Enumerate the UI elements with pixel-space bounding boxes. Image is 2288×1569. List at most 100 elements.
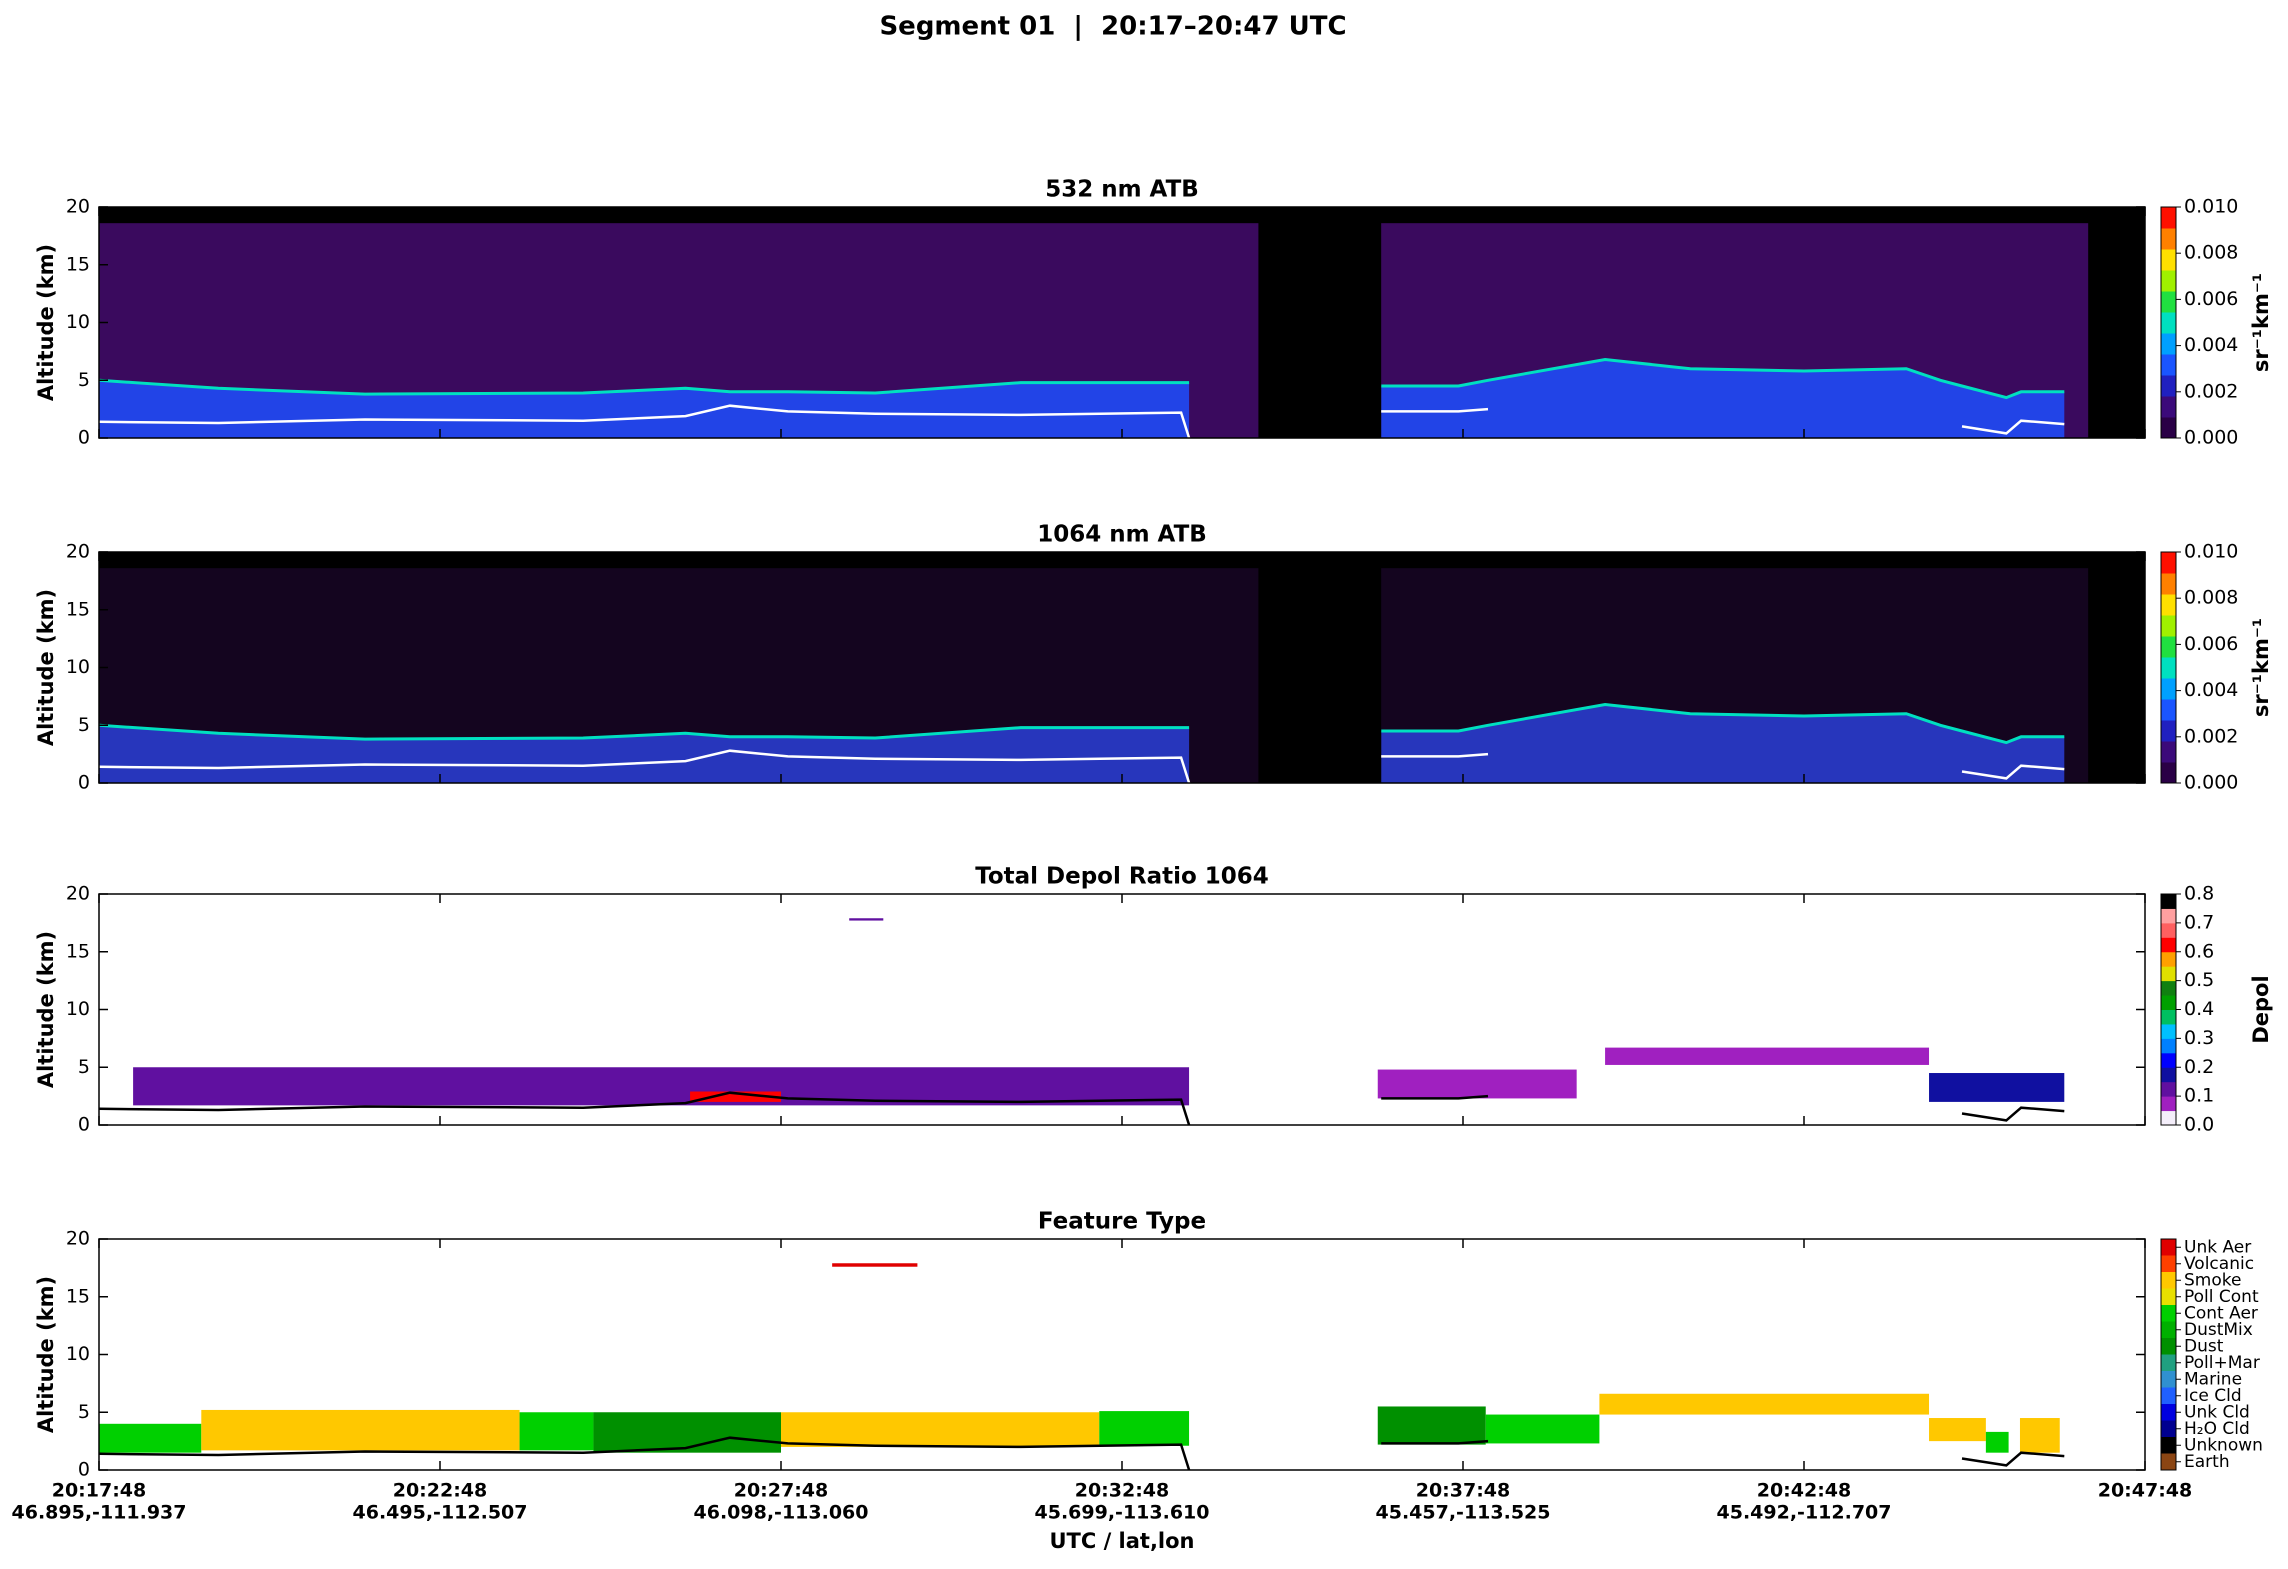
colorbar-swatch	[2161, 636, 2176, 658]
feature-layer	[99, 1423, 202, 1453]
colorbar-tick-label: 0.000	[2184, 427, 2238, 449]
colorbar-swatch	[2161, 1354, 2176, 1372]
colorbar-swatch	[2161, 1321, 2176, 1339]
colorbar-tick-label: 0.006	[2184, 288, 2238, 310]
colorbar-swatch	[2161, 1038, 2176, 1054]
no-data	[1258, 552, 1382, 783]
colorbar-swatch	[2161, 1096, 2176, 1112]
plot-area	[99, 918, 2065, 1125]
colorbar-swatch	[2161, 1052, 2176, 1068]
colorbar-swatch	[2161, 1110, 2176, 1126]
colorbar-swatch	[2161, 291, 2176, 313]
y-axis-label: Altitude (km)	[34, 931, 58, 1088]
colorbar-frame	[2160, 551, 2177, 784]
plot-area	[99, 552, 2145, 783]
colorbar-swatch	[2161, 1272, 2176, 1289]
no-data	[2088, 552, 2145, 783]
y-axis-label: Altitude (km)	[34, 244, 58, 401]
colorbar-category: H₂O Cld	[2184, 1419, 2250, 1439]
x-tick-label: 20:22:48	[393, 1480, 488, 1502]
colorbar-swatch	[2161, 678, 2176, 700]
colorbar-category: Volcanic	[2184, 1254, 2254, 1274]
colorbar-swatch	[2161, 552, 2176, 574]
colorbar-label: sr⁻¹km⁻¹	[2249, 273, 2273, 372]
feature-layer	[781, 1412, 1100, 1447]
colorbar-swatch	[2161, 1420, 2176, 1438]
colorbar-tick-label: 0.3	[2184, 1027, 2214, 1049]
colorbar-swatch	[2161, 1239, 2176, 1256]
feature-layer	[1099, 1411, 1190, 1446]
depol-layer	[849, 918, 884, 921]
colorbar-swatch	[2161, 354, 2176, 376]
colorbar-tick-label: 0.5	[2184, 969, 2214, 991]
x-tick-sublabel: 45.457,-113.525	[1376, 1502, 1551, 1524]
y-tick-label: 10	[66, 656, 90, 678]
feature-layer	[519, 1412, 594, 1451]
colorbar-category: Earth	[2184, 1452, 2230, 1472]
colorbar-tick-label: 0.8	[2184, 883, 2214, 905]
colorbar-frame	[2160, 206, 2177, 439]
panel-title: Total Depol Ratio 1064	[975, 864, 1269, 890]
y-tick-label: 20	[66, 196, 90, 218]
colorbar-tick-label: 0.002	[2184, 380, 2238, 402]
colorbar-frame	[2160, 1238, 2177, 1471]
colorbar-swatch	[2161, 1338, 2176, 1355]
feature-layer	[593, 1412, 781, 1453]
colorbar-swatch	[2161, 249, 2176, 271]
colorbar-swatch	[2161, 1305, 2176, 1322]
colorbar-label: sr⁻¹km⁻¹	[2249, 618, 2273, 717]
y-tick-label: 15	[66, 598, 90, 620]
layer-top-edge	[99, 357, 2065, 400]
colorbar-swatch	[2161, 980, 2176, 996]
plot-area	[99, 207, 2145, 438]
y-tick-label: 15	[66, 940, 90, 962]
colorbar-tick-label: 0.6	[2184, 940, 2214, 962]
colorbar-category: Ice Cld	[2184, 1386, 2242, 1406]
depol-layer	[1929, 1073, 2065, 1102]
y-tick-label: 5	[78, 1056, 90, 1078]
colorbar-category: Smoke	[2184, 1270, 2241, 1290]
colorbar-label: Depol	[2249, 975, 2273, 1043]
colorbar-tick-label: 0.010	[2184, 541, 2238, 563]
x-tick-label: 20:37:48	[1416, 1480, 1511, 1502]
colorbar-swatch	[2161, 995, 2176, 1010]
y-tick-label: 0	[78, 427, 90, 449]
colorbar-category: Dust	[2184, 1336, 2224, 1356]
colorbar-swatch	[2161, 1067, 2176, 1083]
feature-layer	[1377, 1406, 1486, 1445]
colorbar-swatch	[2161, 937, 2176, 953]
x-tick-sublabel: 45.699,-113.610	[1035, 1502, 1210, 1524]
colorbar-swatch	[2161, 951, 2176, 967]
colorbar-tick-label: 0.004	[2184, 334, 2238, 356]
y-tick-label: 0	[78, 1459, 90, 1481]
y-tick-label: 15	[66, 1285, 90, 1307]
y-tick-label: 10	[66, 998, 90, 1020]
depol-layer	[1377, 1069, 1577, 1099]
colorbar-tick-label: 0.002	[2184, 725, 2238, 747]
feature-layer	[1599, 1393, 1930, 1415]
feature-layer	[2019, 1418, 2060, 1453]
x-tick-label: 20:42:48	[1757, 1480, 1852, 1502]
colorbar-swatch	[2161, 894, 2176, 909]
surface-line	[99, 1436, 2065, 1470]
colorbar-swatch	[2161, 615, 2176, 637]
figure-title: Segment 01 | 20:17–20:47 UTC	[879, 12, 1346, 42]
x-tick-label: 20:32:48	[1075, 1480, 1170, 1502]
colorbar-category: Marine	[2184, 1369, 2242, 1389]
depol-layer	[690, 1091, 781, 1102]
colorbar-swatch	[2161, 573, 2176, 595]
feature-layer	[832, 1263, 918, 1267]
no-data	[1258, 207, 1382, 438]
colorbar-category: Cont Aer	[2184, 1303, 2258, 1323]
colorbar-swatch	[2161, 1081, 2176, 1097]
x-tick-label: 20:27:48	[734, 1480, 829, 1502]
layer-top-edge	[99, 702, 2065, 745]
feature-layer	[201, 1409, 520, 1451]
colorbar-swatch	[2161, 1023, 2176, 1039]
aerosol-layer	[99, 359, 2065, 438]
colorbar-swatch	[2161, 1453, 2176, 1471]
colorbar-swatch	[2161, 333, 2176, 355]
colorbar-swatch	[2161, 1437, 2176, 1454]
colorbar-tick-label: 0.7	[2184, 911, 2214, 933]
